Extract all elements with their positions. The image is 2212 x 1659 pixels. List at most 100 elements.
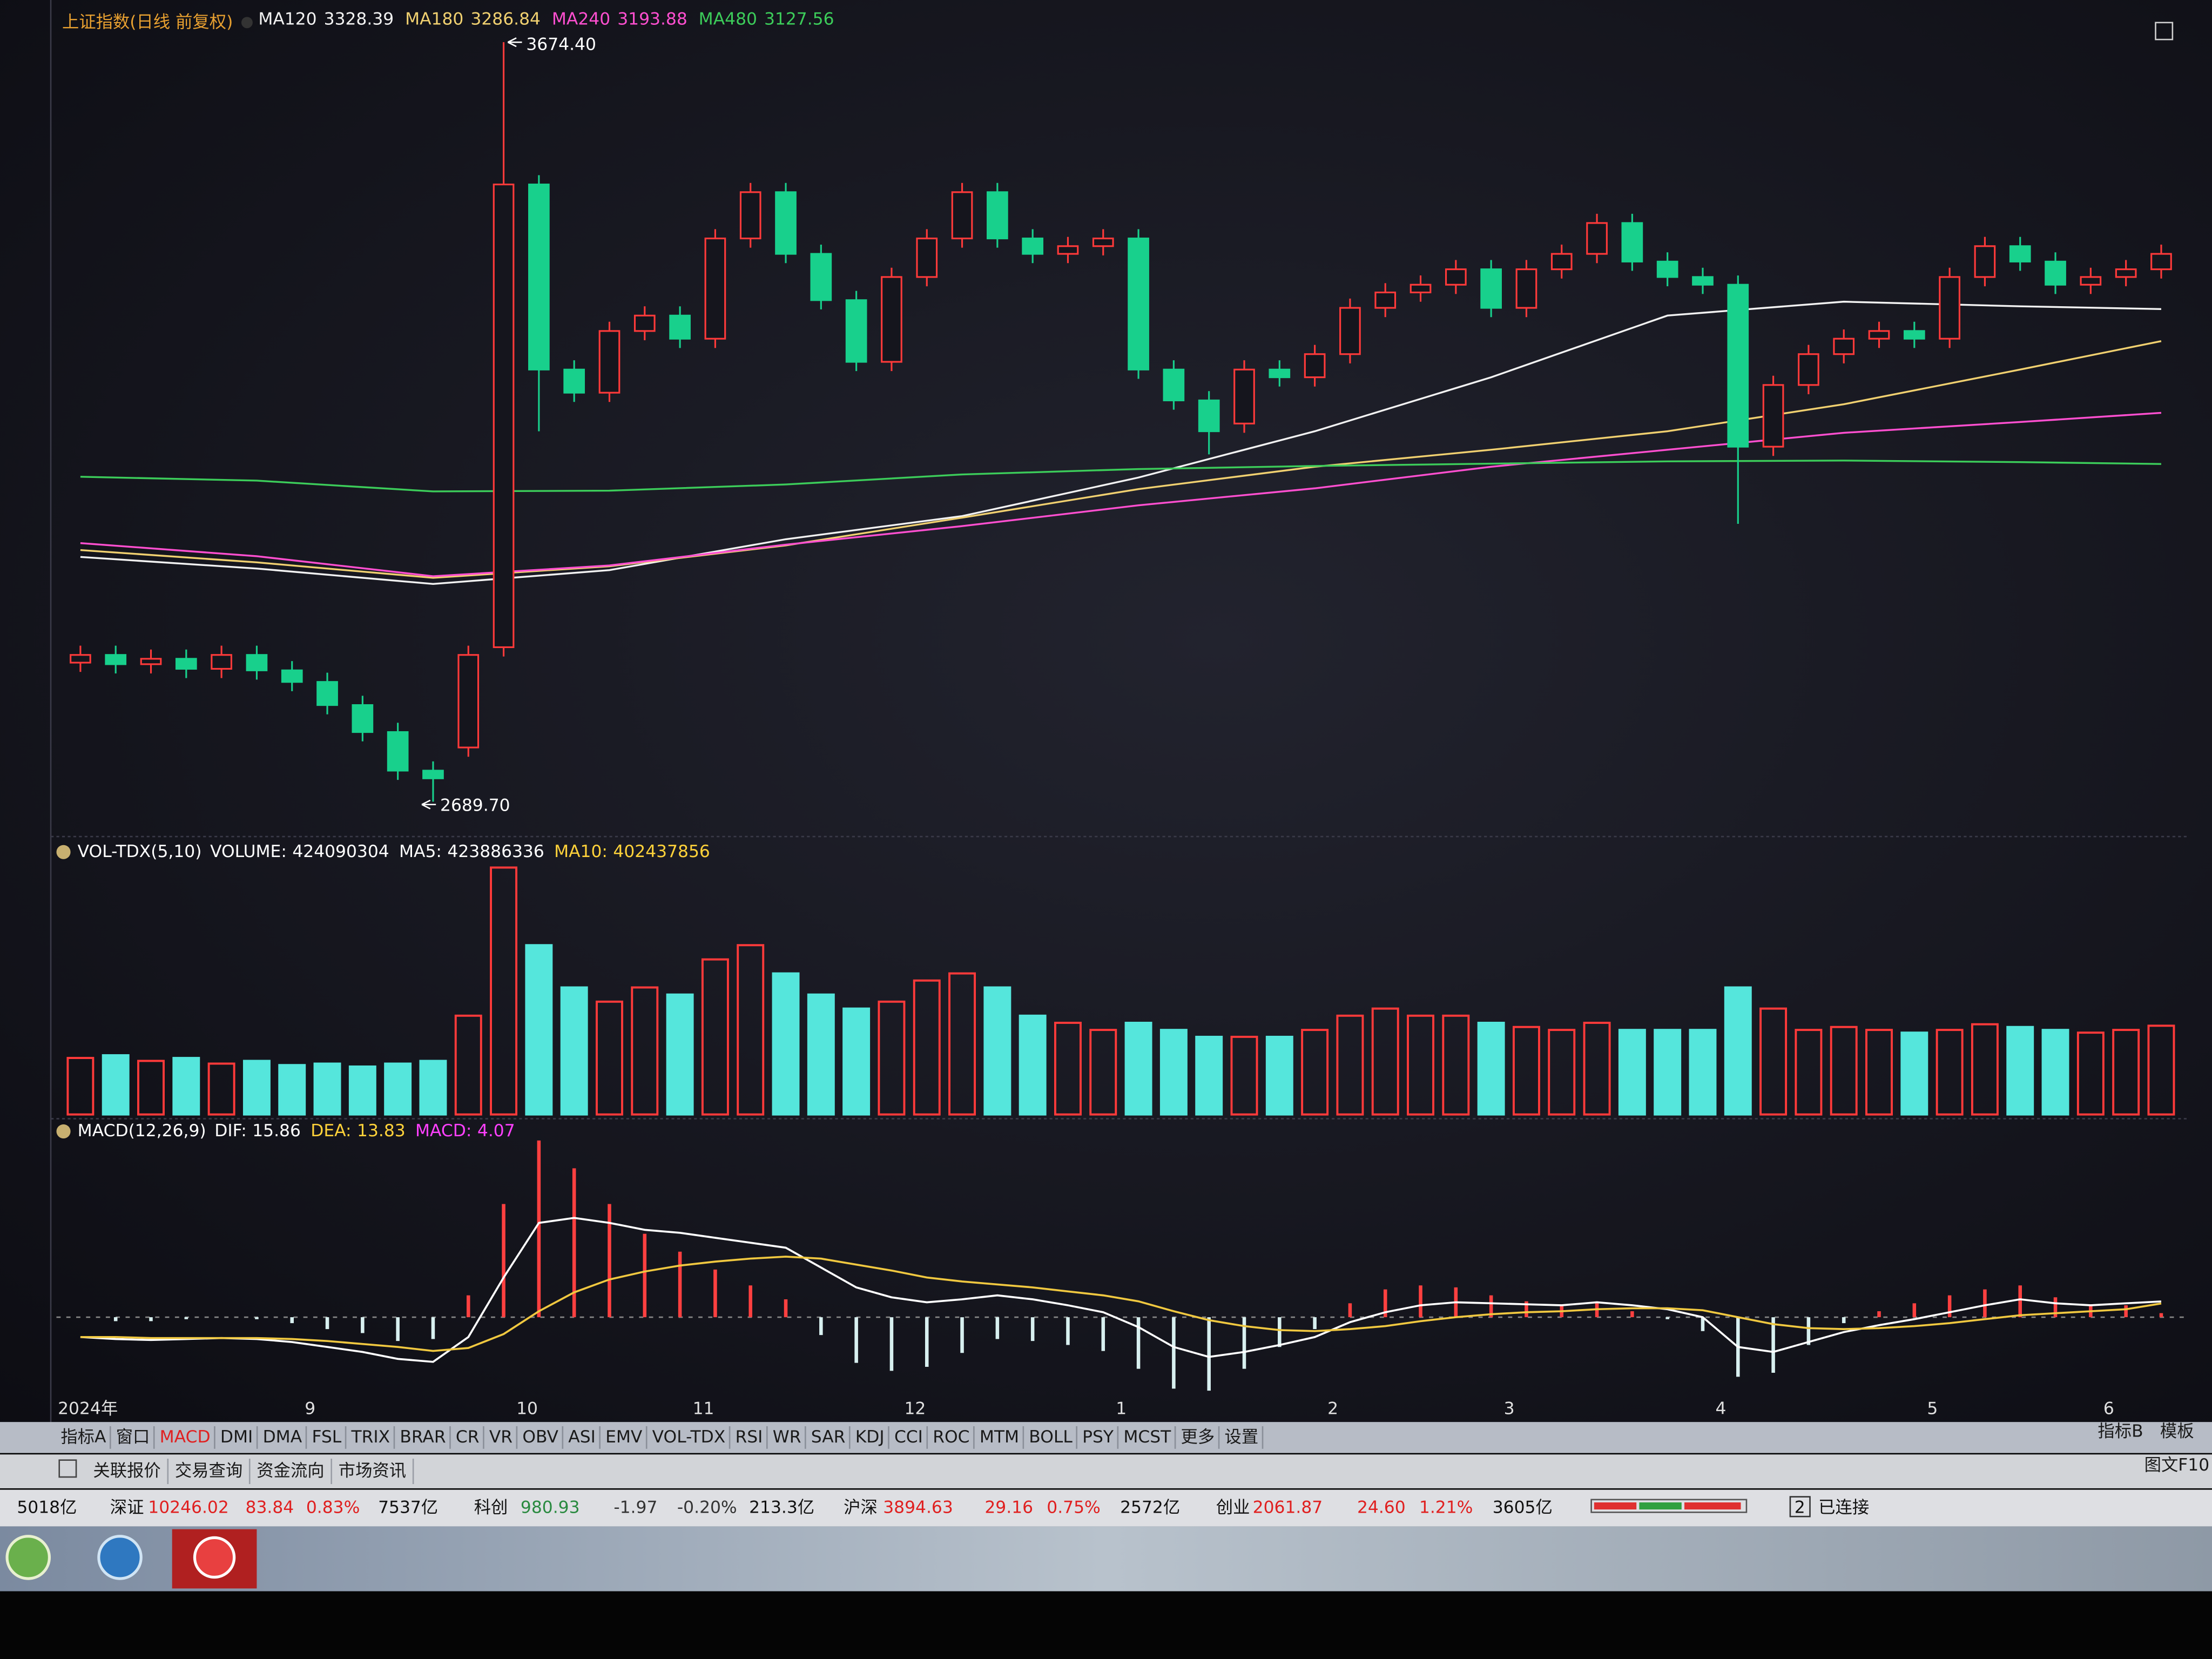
ma-line [80, 460, 2161, 493]
indicator-tab[interactable]: MTM [980, 1427, 1019, 1447]
volume-bar [1089, 1029, 1117, 1116]
volume-bar [384, 1062, 412, 1116]
indicator-tab[interactable]: KDJ [855, 1427, 885, 1447]
indicator-tab[interactable]: MACD [160, 1427, 211, 1447]
panel-menu-icon[interactable] [56, 845, 71, 859]
stat-value: 402437856 [613, 842, 710, 861]
indicator-tab[interactable]: RSI [736, 1427, 763, 1447]
indicator-tab[interactable]: VOL-TDX [652, 1427, 726, 1447]
app-icon[interactable] [5, 1535, 51, 1580]
candle-body [1833, 338, 1855, 355]
indicator-tab[interactable]: CR [456, 1427, 480, 1447]
indicator-tab[interactable]: 指标A [60, 1427, 106, 1447]
indicator-tab[interactable]: VR [489, 1427, 512, 1447]
status-item: 科创 [474, 1498, 508, 1517]
stat-value: 423886336 [447, 842, 544, 861]
legend-name: MA480 [699, 10, 757, 29]
candle-body [1339, 307, 1361, 355]
indicator-tab[interactable]: 指标B [2098, 1421, 2143, 1441]
candle-body [105, 654, 127, 665]
status-item: 3605亿 [1493, 1498, 1553, 1517]
x-tick-label: 11 [693, 1399, 714, 1419]
indicator-tab[interactable]: 设置 [1225, 1427, 1259, 1447]
x-tick-label: 2 [1327, 1399, 1338, 1419]
candle-body [1269, 368, 1291, 379]
indicator-tab[interactable]: DMI [220, 1427, 253, 1447]
volume-bar [1830, 1026, 1858, 1116]
status-item: 2572亿 [1120, 1498, 1180, 1517]
indicator-tab[interactable]: EMV [605, 1427, 643, 1447]
volume-bar [1618, 1029, 1646, 1116]
candle-body [352, 704, 374, 733]
indicator-tab[interactable]: OBV [522, 1427, 558, 1447]
legend-value: 3127.56 [764, 10, 834, 29]
candle-body [1163, 368, 1185, 402]
volume-bar [878, 1000, 906, 1116]
candle-body [1762, 384, 1784, 448]
sub-tab[interactable]: 市场资讯 [339, 1461, 406, 1481]
sub-tab[interactable]: 图文F10 [2144, 1455, 2210, 1475]
indicator-tab[interactable]: BOLL [1029, 1427, 1073, 1447]
status-item: 3894.63 [883, 1498, 953, 1517]
sub-tab[interactable]: 资金流向 [257, 1461, 324, 1481]
x-tick-label: 9 [305, 1399, 315, 1419]
indicator-tab[interactable]: DMA [263, 1427, 302, 1447]
legend-name: MA120 [258, 10, 316, 29]
candle-body [1903, 330, 1925, 340]
candle-body [775, 191, 797, 255]
panel-menu-icon[interactable] [56, 1124, 71, 1139]
indicator-tab[interactable]: ROC [933, 1427, 969, 1447]
volume-bar [1724, 986, 1752, 1116]
indicator-tab[interactable]: 窗口 [116, 1427, 150, 1447]
candle-body [1445, 268, 1467, 286]
indicator-tab[interactable]: MCST [1123, 1427, 1171, 1447]
volume-bar [1019, 1014, 1047, 1116]
volume-bar [1442, 1014, 1470, 1116]
volume-bar [666, 993, 694, 1116]
volume-bar [772, 972, 800, 1116]
status-item: 7537亿 [378, 1498, 438, 1517]
volume-bar [1865, 1029, 1893, 1116]
indicator-tab[interactable]: SAR [811, 1427, 846, 1447]
x-tick-label: 1 [1116, 1399, 1127, 1419]
indicator-tab[interactable]: FSL [312, 1427, 341, 1447]
indicator-tab[interactable]: CCI [894, 1427, 923, 1447]
candle-body [1410, 284, 1432, 294]
x-tick-label: 6 [2103, 1399, 2114, 1419]
indicator-tab[interactable]: 模板 [2160, 1421, 2194, 1441]
signal-meter [1590, 1499, 1748, 1513]
candle-body [987, 191, 1008, 240]
indicator-tab[interactable]: WR [773, 1427, 801, 1447]
sub-tab[interactable]: 关联报价 [93, 1461, 160, 1481]
indicator-tab[interactable]: 更多 [1181, 1427, 1215, 1447]
candle-body [457, 654, 480, 748]
indicator-tab[interactable]: TRIX [351, 1427, 390, 1447]
app-icon[interactable] [193, 1536, 236, 1579]
indicator-tab[interactable]: PSY [1082, 1427, 1114, 1447]
candle-body [810, 253, 832, 301]
candle-body [140, 658, 162, 665]
window-icon[interactable] [2155, 22, 2174, 41]
volume-bar [1054, 1021, 1082, 1116]
indicator-tab[interactable]: BRAR [400, 1427, 446, 1447]
sub-tab[interactable]: 交易查询 [175, 1461, 242, 1481]
volume-bar [313, 1062, 341, 1116]
app-icon[interactable] [97, 1535, 143, 1580]
chart-background [0, 0, 2212, 1425]
volume-bar [1407, 1014, 1434, 1116]
taskbar [0, 1526, 2212, 1591]
toggle-icon[interactable] [58, 1459, 77, 1478]
x-tick-label: 5 [1927, 1399, 1938, 1419]
volume-bar [1371, 1007, 1399, 1116]
volume-bar [137, 1060, 165, 1116]
status-item: 深证 [110, 1498, 144, 1517]
status-item: 1.21% [1419, 1498, 1473, 1517]
volume-bar [66, 1057, 95, 1116]
candle-body [704, 237, 726, 340]
candle-body [1692, 276, 1714, 286]
status-item: 10246.02 [148, 1498, 228, 1517]
indicator-tab[interactable]: ASI [568, 1427, 596, 1447]
legend-dot [241, 17, 253, 29]
candle-body [2150, 253, 2172, 271]
